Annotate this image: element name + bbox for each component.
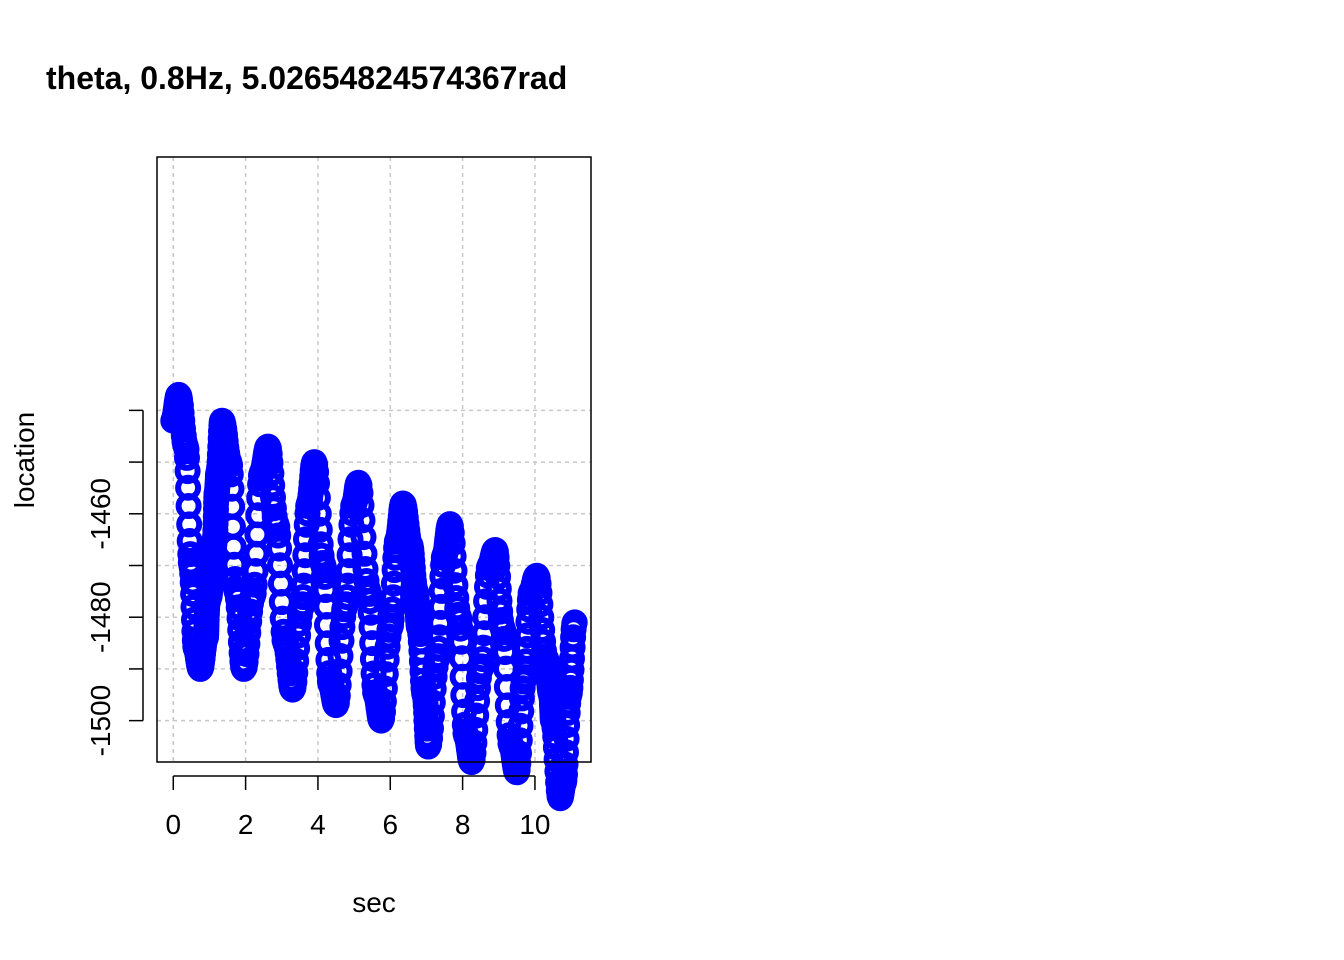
data-point-496 <box>464 688 491 715</box>
data-point-323 <box>348 492 375 519</box>
plot-frame <box>156 156 592 763</box>
data-point-326 <box>351 540 378 567</box>
x-tick-label-5: 10 <box>519 809 550 840</box>
data-point-462 <box>438 520 465 546</box>
data-point-234 <box>283 648 310 674</box>
data-point-463 <box>439 530 466 557</box>
data-point-154 <box>219 493 246 520</box>
data-point-352 <box>370 698 396 725</box>
data-point-502 <box>469 646 496 672</box>
data-point-26 <box>176 511 203 538</box>
title-area: theta, 0.8Hz, 5.02654824574367rad <box>0 0 672 130</box>
y-tick-label-1: -1480 <box>85 581 116 653</box>
x-tick-label-2: 4 <box>310 809 326 840</box>
data-point-633 <box>552 751 579 778</box>
data-point-273 <box>312 577 339 603</box>
data-point-354 <box>371 675 398 702</box>
x-tick-label-3: 6 <box>382 809 398 840</box>
data-point-242 <box>290 584 317 610</box>
data-point-492 <box>460 740 487 767</box>
data-point-465 <box>441 557 468 584</box>
data-point-305 <box>336 542 363 569</box>
data-point-466 <box>442 572 469 599</box>
data-point-324 <box>349 507 376 534</box>
data-point-584 <box>527 591 554 618</box>
data-point-434 <box>418 703 445 730</box>
data-point-363 <box>379 596 406 623</box>
y-tick-label-0: -1500 <box>85 685 116 757</box>
data-point-364 <box>380 584 407 611</box>
data-point-556 <box>508 698 535 725</box>
data-point-532 <box>491 625 518 652</box>
data-point-292 <box>324 682 351 709</box>
data-point-495 <box>463 702 490 729</box>
data-point-295 <box>327 643 354 669</box>
y-axis-label: location <box>9 412 40 509</box>
data-point-276 <box>314 630 341 657</box>
data-point-293 <box>325 671 352 698</box>
x-axis-label: sec <box>352 887 396 918</box>
data-point-151 <box>217 452 244 479</box>
data-point-493 <box>461 729 488 756</box>
data-point-294 <box>326 658 353 685</box>
data-point-233 <box>282 659 309 686</box>
data-point-265 <box>305 500 332 527</box>
data-point-552 <box>505 750 532 777</box>
data-point-435 <box>419 689 446 716</box>
data-point-272 <box>311 563 338 590</box>
data-point-355 <box>372 661 399 688</box>
data-point-23 <box>174 458 201 485</box>
x-tick-label-1: 2 <box>238 809 254 840</box>
data-point-442 <box>425 635 452 662</box>
data-point-22 <box>174 444 200 471</box>
data-point-494 <box>462 716 489 743</box>
data-point-152 <box>217 461 244 488</box>
data-point-553 <box>506 740 532 767</box>
data-point-204 <box>258 460 285 487</box>
data-point-464 <box>440 543 467 570</box>
data-point-472 <box>447 615 474 642</box>
x-tick-label-0: 0 <box>165 809 181 840</box>
data-point-583 <box>526 579 553 606</box>
data-point-635 <box>553 725 580 752</box>
data-point-296 <box>328 627 355 654</box>
data-point-322 <box>347 480 374 507</box>
data-point-264 <box>304 484 331 511</box>
data-point-332 <box>357 588 383 615</box>
data-point-235 <box>284 635 311 662</box>
data-point-213 <box>266 535 293 562</box>
data-point-155 <box>219 513 246 540</box>
data-point-353 <box>370 688 397 715</box>
data-point-524 <box>485 563 512 590</box>
data-point-336 <box>359 646 386 672</box>
data-points <box>160 381 588 812</box>
data-point-306 <box>337 526 364 553</box>
data-point-554 <box>506 727 533 754</box>
data-point-263 <box>304 470 330 497</box>
data-point-262 <box>303 459 330 485</box>
data-point-356 <box>373 646 400 673</box>
data-point-473 <box>448 628 475 655</box>
x-tick-label-4: 8 <box>455 809 471 840</box>
y-tick-label-2: -1460 <box>85 478 116 550</box>
axes: 0 2 4 6 8 10 -1500 -1480 -1460 <box>85 409 551 840</box>
data-point-325 <box>350 524 377 551</box>
data-point-650 <box>561 609 588 636</box>
data-point-182 <box>241 571 268 598</box>
data-point-212 <box>265 522 292 549</box>
data-point-555 <box>507 712 534 739</box>
chart-title: theta, 0.8Hz, 5.02654824574367rad <box>46 60 568 96</box>
data-point-433 <box>418 715 444 742</box>
data-point-585 <box>528 604 555 631</box>
data-point-266 <box>306 516 333 543</box>
